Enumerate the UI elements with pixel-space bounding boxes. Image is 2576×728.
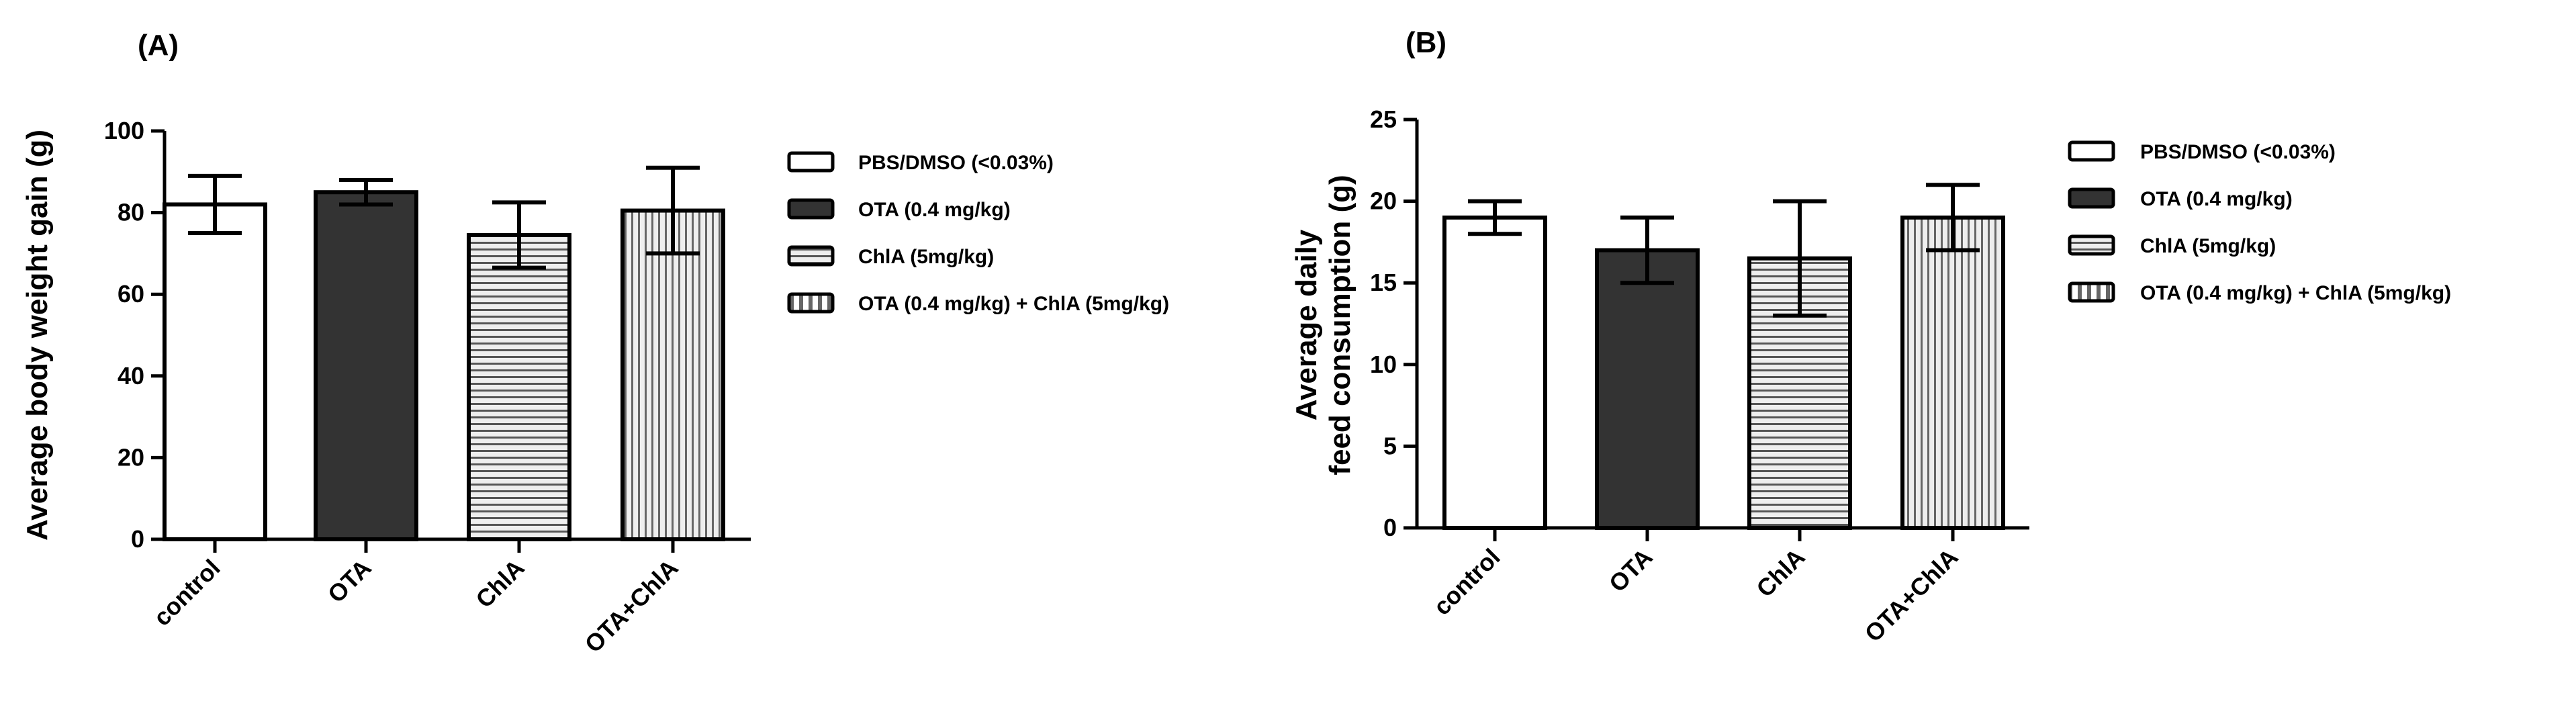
legend-swatch xyxy=(2068,281,2115,303)
y-tick-label: 80 xyxy=(118,199,144,226)
y-tick-label: 40 xyxy=(118,362,144,390)
y-axis-title-line: Average daily xyxy=(1290,229,1323,420)
y-tick-label: 25 xyxy=(1370,105,1397,133)
chart-panel-a: (A) 0 20 40 60 80 100 control OTA ChlA OTA+ChlA Ave… xyxy=(21,29,1169,658)
legend-label: OTA (0.4 mg/kg) xyxy=(2140,188,2293,210)
y-axis-title: Average dailyfeed consumption (g) xyxy=(1290,175,1356,475)
y-tick-label: 20 xyxy=(1370,187,1397,215)
legend-label: OTA (0.4 mg/kg) xyxy=(858,199,1011,221)
x-category-label: OTA+ChlA xyxy=(1859,543,1964,647)
y-tick-label: 15 xyxy=(1370,269,1397,296)
legend-swatch xyxy=(2068,187,2115,209)
y-tick-label: 100 xyxy=(104,117,144,144)
bar-chla xyxy=(467,233,571,541)
legend-label: PBS/DMSO (<0.03%) xyxy=(858,152,1054,174)
y-axis-title: Average body weight gain (g) xyxy=(21,130,54,541)
x-category-label: OTA+ChlA xyxy=(580,554,684,658)
legend-swatch xyxy=(787,151,835,173)
panel-label: (A) xyxy=(138,29,179,62)
x-category-label: OTA xyxy=(322,554,377,608)
x-category-label: OTA xyxy=(1604,543,1658,598)
bar-ota xyxy=(1595,248,1700,530)
y-tick-label: 20 xyxy=(118,443,144,471)
legend-swatch xyxy=(787,245,835,267)
chart-panel-b: (B) 0 5 10 15 20 25 control OTA ChlA OTA+ChlA Avera… xyxy=(1290,26,2451,647)
x-category-label: control xyxy=(1428,543,1505,621)
legend-swatch xyxy=(2068,140,2115,162)
bar-ota-chla xyxy=(1900,215,2005,530)
legend-label: OTA (0.4 mg/kg) + ChlA (5mg/kg) xyxy=(858,293,1169,315)
legend-swatch xyxy=(787,198,835,220)
y-tick-label: 0 xyxy=(1383,514,1397,541)
y-tick-label: 5 xyxy=(1383,432,1397,459)
bar-control xyxy=(1442,215,1547,530)
legend-label: OTA (0.4 mg/kg) + ChlA (5mg/kg) xyxy=(2140,282,2451,304)
y-tick-label: 10 xyxy=(1370,351,1397,378)
legend-swatch xyxy=(787,292,835,314)
x-category-label: control xyxy=(148,554,225,631)
x-category-label: ChlA xyxy=(1751,543,1810,602)
legend-label: ChlA (5mg/kg) xyxy=(858,246,994,268)
bar-control xyxy=(163,202,267,541)
legend-swatch xyxy=(2068,234,2115,256)
legend-label: ChlA (5mg/kg) xyxy=(2140,235,2276,257)
bar-ota-chla xyxy=(620,208,725,541)
y-axis-title-line: feed consumption (g) xyxy=(1324,175,1356,475)
bar-ota xyxy=(314,190,418,541)
y-tick-label: 0 xyxy=(131,525,144,553)
x-category-label: ChlA xyxy=(470,554,529,613)
panel-label: (B) xyxy=(1406,26,1446,59)
y-tick-label: 60 xyxy=(118,280,144,308)
legend-label: PBS/DMSO (<0.03%) xyxy=(2140,141,2336,163)
